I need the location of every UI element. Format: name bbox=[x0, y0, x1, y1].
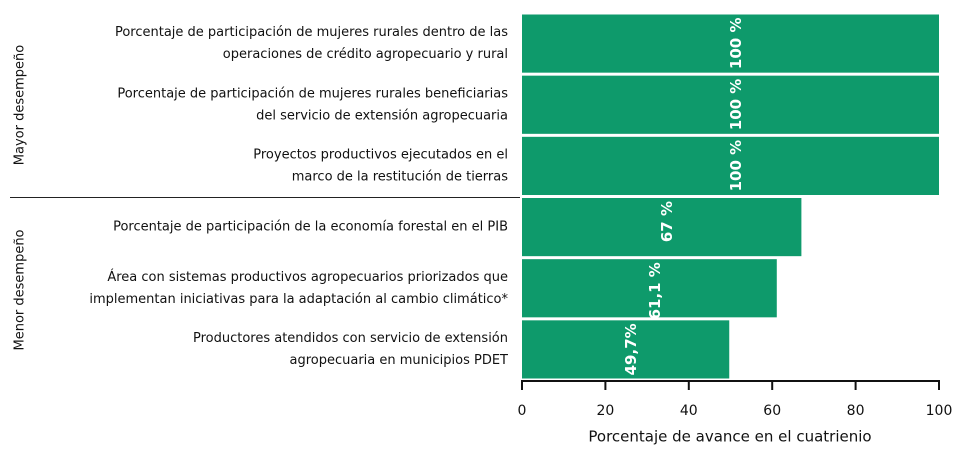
x-tick-label: 60 bbox=[763, 403, 781, 419]
bar bbox=[522, 259, 777, 318]
value-label: 100 % bbox=[727, 140, 745, 192]
y-tick-label: Porcentaje de participación de mujeres r… bbox=[117, 86, 508, 101]
y-tick-label: agropecuaria en municipios PDET bbox=[290, 353, 509, 368]
y-tick-label: implementan iniciativas para la adaptaci… bbox=[89, 292, 508, 307]
y-tick-label: Proyectos productivos ejecutados en el bbox=[253, 147, 508, 162]
value-label: 49,7% bbox=[622, 323, 640, 375]
x-tick-label: 80 bbox=[847, 403, 865, 419]
x-tick-label: 0 bbox=[518, 403, 527, 419]
x-tick-label: 40 bbox=[680, 403, 698, 419]
value-label: 100 % bbox=[727, 18, 745, 70]
x-tick-label: 20 bbox=[596, 403, 614, 419]
y-tick-label: operaciones de crédito agropecuario y ru… bbox=[223, 47, 508, 62]
value-label: 61,1 % bbox=[646, 262, 664, 319]
group-label: Mayor desempeño bbox=[13, 45, 28, 165]
group-label: Menor desempeño bbox=[13, 229, 28, 350]
x-tick-label: 100 bbox=[926, 403, 953, 419]
y-tick-label: Área con sistemas productivos agropecuar… bbox=[107, 269, 508, 285]
bar bbox=[522, 14, 939, 73]
y-tick-label: marco de la restitución de tierras bbox=[292, 169, 508, 184]
y-tick-label: Productores atendidos con servicio de ex… bbox=[193, 331, 508, 346]
y-tick-label: Porcentaje de participación de mujeres r… bbox=[115, 25, 508, 40]
bar bbox=[522, 320, 730, 379]
y-tick-label: Porcentaje de participación de la econom… bbox=[113, 220, 508, 235]
bar bbox=[522, 75, 939, 134]
x-axis-title: Porcentaje de avance en el cuatrienio bbox=[588, 428, 871, 446]
y-tick-label: del servicio de extensión agropecuaria bbox=[256, 108, 508, 123]
value-label: 67 % bbox=[658, 201, 676, 242]
bar bbox=[522, 198, 802, 257]
bar bbox=[522, 136, 939, 195]
value-label: 100 % bbox=[727, 79, 745, 131]
